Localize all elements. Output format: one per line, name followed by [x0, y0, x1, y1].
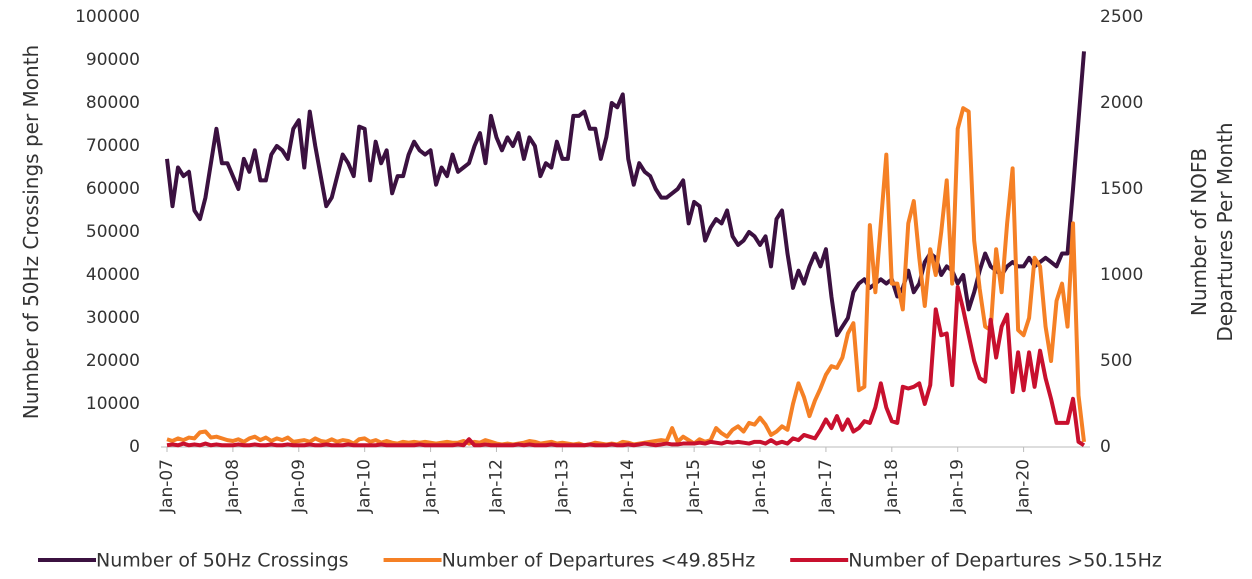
y-tick-label: 100000 [75, 7, 140, 27]
x-tick-label: Jan-10 [355, 459, 375, 514]
legend-label: Number of 50Hz Crossings [96, 550, 349, 572]
y-tick-label: 30000 [86, 308, 140, 328]
x-tick-label: Jan-14 [618, 459, 638, 514]
x-tick-label: Jan-11 [421, 459, 441, 514]
y-tick-label: 80000 [86, 93, 140, 113]
y2-tick-label: 1500 [1100, 179, 1143, 199]
x-tick-label: Jan-18 [882, 459, 902, 514]
y-tick-label: 40000 [86, 265, 140, 285]
y-tick-label: 50000 [86, 222, 140, 242]
x-tick-label: Jan-12 [486, 459, 506, 514]
x-tick-label: Jan-19 [948, 459, 968, 514]
y-axis-label: Number of 50Hz Crossings per Month [19, 44, 43, 420]
x-tick-label: Jan-20 [1014, 459, 1034, 514]
legend-label: Number of Departures <49.85Hz [442, 550, 756, 572]
x-tick-label: Jan-09 [289, 459, 309, 514]
y-tick-label: 20000 [86, 351, 140, 371]
x-tick-label: Jan-15 [684, 459, 704, 514]
y-tick-label: 60000 [86, 179, 140, 199]
y-tick-label: 90000 [86, 50, 140, 70]
y2-axis-label: Number of NOFB Departures Per Month [1187, 122, 1237, 342]
x-tick-label: Jan-13 [552, 459, 572, 514]
x-tick-label: Jan-07 [157, 459, 177, 514]
y2-tick-label: 1000 [1100, 265, 1143, 285]
x-tick-label: Jan-16 [750, 459, 770, 514]
series-line [166, 285, 1086, 448]
y2-tick-label: 2500 [1100, 7, 1143, 27]
y2-tick-label: 500 [1100, 351, 1132, 371]
y-tick-label: 70000 [86, 136, 140, 156]
x-tick-label: Jan-08 [223, 459, 243, 514]
y-tick-label: 10000 [86, 394, 140, 414]
series-line [166, 106, 1086, 448]
legend-label: Number of Departures >50.15Hz [848, 550, 1162, 572]
y2-tick-label: 2000 [1100, 93, 1143, 113]
x-tick-label: Jan-17 [816, 459, 836, 514]
y-tick-label: 0 [129, 437, 140, 457]
y2-tick-label: 0 [1100, 437, 1111, 457]
